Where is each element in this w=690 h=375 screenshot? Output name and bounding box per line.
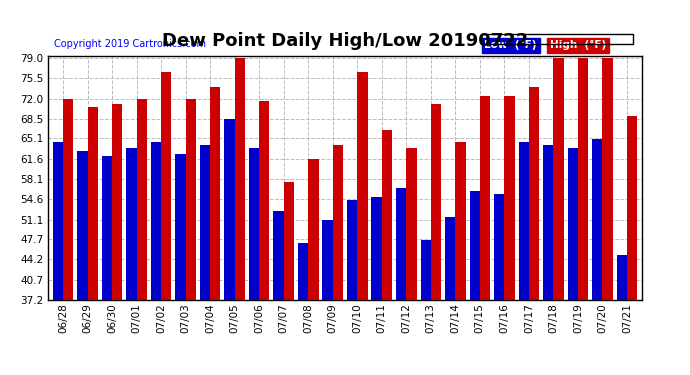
Bar (259, 101, 270, 300)
Bar (224, 119, 235, 300)
Bar (273, 211, 284, 300)
Bar (519, 142, 529, 300)
Bar (186, 99, 196, 300)
Bar (371, 197, 382, 300)
Bar (151, 142, 161, 300)
Bar (333, 145, 343, 300)
Bar (504, 96, 515, 300)
Bar (592, 139, 602, 300)
Bar (322, 220, 333, 300)
Bar (284, 183, 294, 300)
Bar (494, 194, 504, 300)
Bar (112, 104, 122, 300)
Bar (161, 72, 171, 300)
Bar (126, 148, 137, 300)
Bar (568, 148, 578, 300)
Bar (101, 156, 112, 300)
Bar (543, 145, 553, 300)
Bar (480, 96, 490, 300)
Bar (308, 159, 319, 300)
Bar (175, 153, 186, 300)
Bar (602, 58, 613, 300)
Bar (63, 99, 73, 300)
Bar (137, 99, 147, 300)
Bar (445, 217, 455, 300)
Bar (249, 148, 259, 300)
Bar (470, 191, 480, 300)
Bar (298, 243, 308, 300)
Bar (627, 116, 638, 300)
Bar (347, 200, 357, 300)
Bar (431, 104, 441, 300)
Bar (210, 87, 220, 300)
Bar (357, 72, 368, 300)
Title: Dew Point Daily High/Low 20190722: Dew Point Daily High/Low 20190722 (162, 32, 528, 50)
Text: Low  (°F): Low (°F) (484, 40, 537, 51)
Text: Copyright 2019 Cartronics.com: Copyright 2019 Cartronics.com (55, 39, 206, 49)
Bar (382, 130, 392, 300)
Bar (455, 142, 466, 300)
Bar (420, 240, 431, 300)
Bar (52, 142, 63, 300)
Bar (617, 255, 627, 300)
Text: High  (°F): High (°F) (550, 40, 606, 51)
Bar (396, 188, 406, 300)
Bar (235, 58, 245, 300)
Bar (529, 87, 539, 300)
Bar (77, 151, 88, 300)
Bar (578, 58, 589, 300)
Bar (88, 107, 98, 300)
Bar (553, 58, 564, 300)
Bar (200, 145, 210, 300)
Bar (406, 148, 417, 300)
